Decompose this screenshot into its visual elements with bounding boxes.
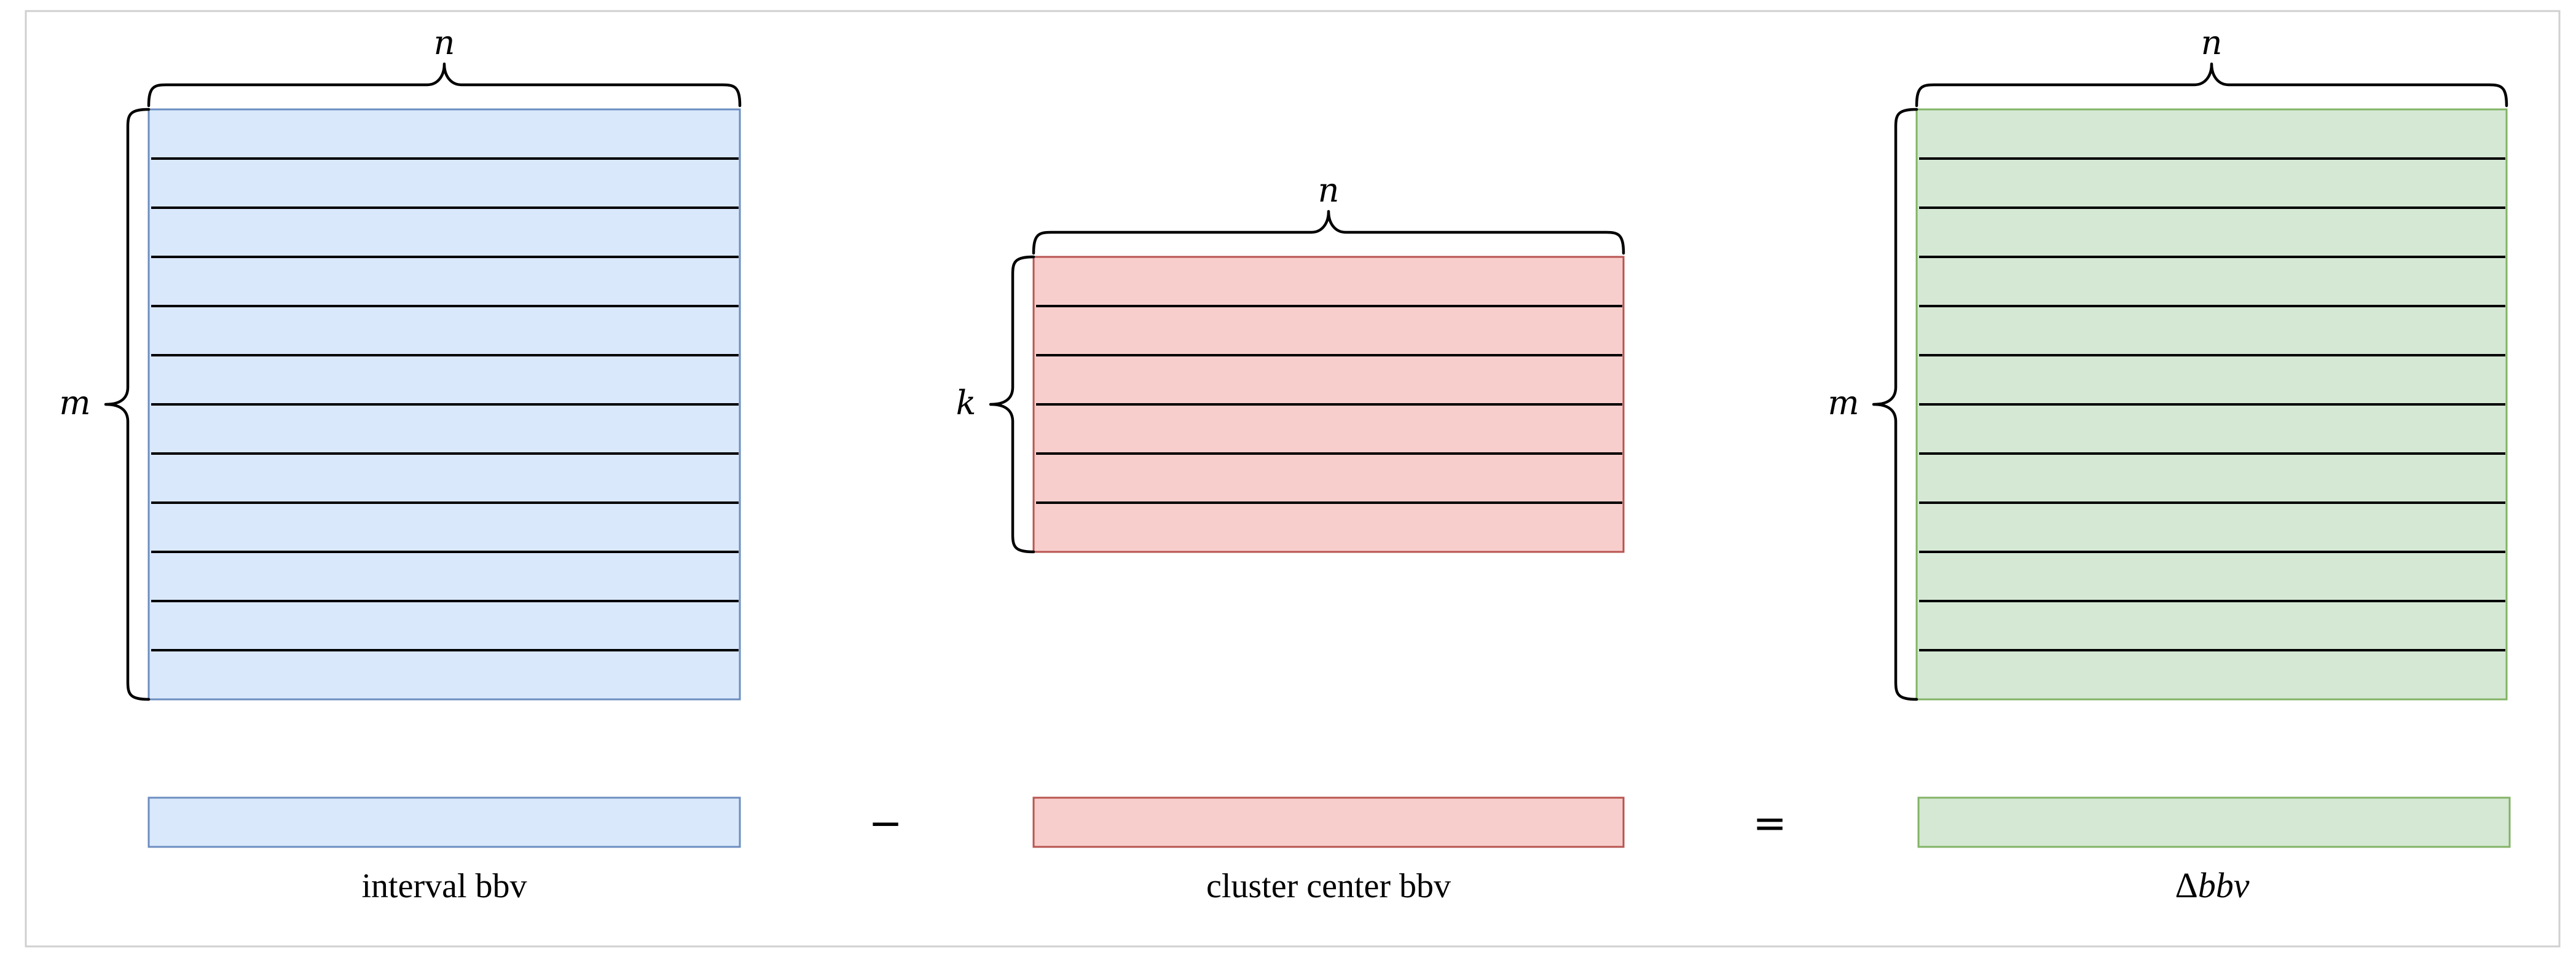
interval-column-brace xyxy=(147,62,742,108)
delta-row-brace xyxy=(1872,108,1918,701)
center-row-label: k xyxy=(956,383,976,422)
delta-matrix-row-lines xyxy=(1919,157,2505,651)
delta-caption-italic: bbv xyxy=(2198,865,2250,905)
delta-caption-prefix: Δ xyxy=(2175,865,2197,905)
interval-caption: interval bbv xyxy=(361,867,527,905)
interval-col-label: n xyxy=(434,23,455,62)
delta-legend-swatch xyxy=(1917,796,2511,848)
delta-row-label: m xyxy=(1828,383,1859,422)
delta-matrix-group: n m xyxy=(1828,23,2508,701)
delta-caption: Δbbv xyxy=(2175,865,2249,905)
center-column-brace xyxy=(1032,210,1625,255)
center-caption: cluster center bbv xyxy=(1206,867,1451,905)
center-matrix-group: n k xyxy=(956,171,1625,554)
equals-operator: = xyxy=(1753,800,1786,847)
delta-column-brace xyxy=(1915,62,2508,108)
interval-matrix-row-lines xyxy=(151,157,739,651)
center-matrix-row-lines xyxy=(1036,305,1622,504)
minus-operator: − xyxy=(868,800,902,847)
center-legend-swatch xyxy=(1032,796,1625,848)
legend-row: interval bbv − cluster center bbv = Δbbv xyxy=(147,796,2511,905)
center-row-brace xyxy=(989,255,1035,554)
interval-row-label: m xyxy=(59,383,90,422)
delta-col-label: n xyxy=(2201,23,2223,62)
interval-matrix-group: n m xyxy=(59,23,742,701)
center-col-label: n xyxy=(1318,171,1340,210)
interval-legend-swatch xyxy=(147,796,741,848)
interval-row-brace xyxy=(104,108,151,701)
